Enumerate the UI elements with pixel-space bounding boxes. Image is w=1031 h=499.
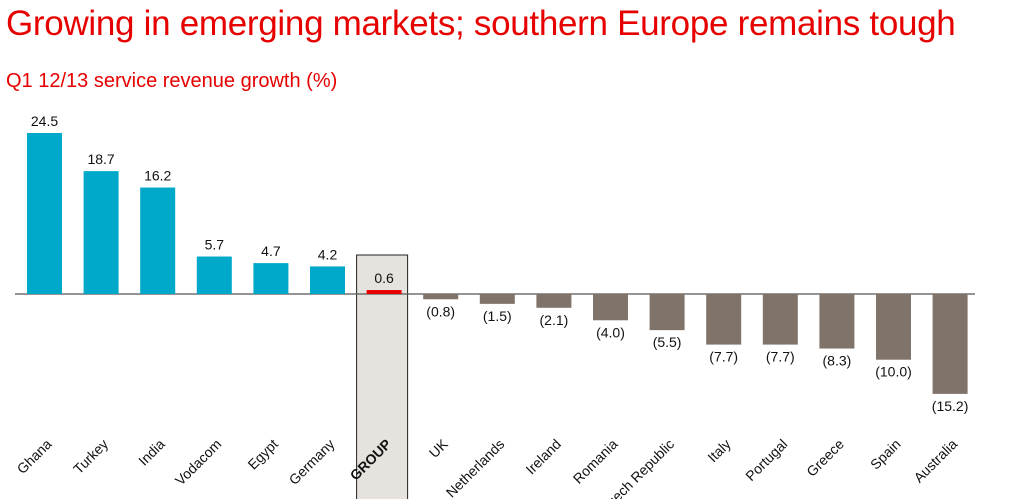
bar-india (140, 187, 176, 294)
value-label-turkey: 18.7 (87, 151, 114, 167)
value-label-spain: (10.0) (875, 364, 912, 380)
value-label-india: 16.2 (144, 168, 171, 184)
category-label-india: India (135, 436, 168, 469)
category-label-turkey: Turkey (70, 436, 111, 477)
category-label-vodacom: Vodacom (172, 436, 225, 489)
bar-australia (932, 294, 968, 394)
value-label-germany: 4.2 (318, 246, 338, 262)
value-label-greece: (8.3) (823, 353, 852, 369)
chart-title: Growing in emerging markets; southern Eu… (6, 4, 956, 43)
bar-portugal (762, 294, 798, 345)
bar-ghana (27, 133, 62, 294)
value-label-netherlands: (1.5) (483, 308, 512, 324)
category-label-uk: UK (426, 435, 452, 461)
value-label-group: 0.6 (374, 270, 394, 286)
value-label-italy: (7.7) (709, 349, 738, 365)
bar-italy (706, 294, 742, 345)
category-label-romania: Romania (570, 436, 621, 487)
bar-ireland (536, 294, 572, 308)
category-label-portugal: Portugal (742, 436, 790, 484)
bar-vodacom (196, 256, 232, 294)
bar-romania (593, 294, 628, 321)
category-label-italy: Italy (704, 436, 733, 465)
group-highlight-box (356, 254, 409, 499)
category-label-ireland: Ireland (522, 436, 564, 478)
value-label-vodacom: 5.7 (205, 237, 225, 253)
chart-subtitle: Q1 12/13 service revenue growth (%) (6, 70, 338, 92)
bar-germany (310, 266, 345, 294)
value-label-czech-republic: (5.5) (653, 334, 682, 350)
value-label-australia: (15.2) (932, 398, 969, 414)
bar-turkey (83, 171, 119, 294)
bar-netherlands (479, 294, 515, 304)
value-label-egypt: 4.7 (261, 243, 281, 259)
bar-group (366, 290, 402, 294)
bar-spain (876, 294, 911, 360)
value-label-ghana: 24.5 (31, 113, 58, 129)
category-label-germany: Germany (286, 436, 338, 488)
category-label-ghana: Ghana (14, 436, 55, 477)
bar-czech-republic (649, 294, 685, 331)
value-label-uk: (0.8) (426, 303, 455, 319)
bar-greece (819, 294, 855, 349)
bar-uk (423, 294, 459, 300)
category-label-spain: Spain (867, 436, 904, 473)
value-label-ireland: (2.1) (540, 312, 569, 328)
value-label-portugal: (7.7) (766, 349, 795, 365)
bar-egypt (253, 263, 289, 294)
category-label-egypt: Egypt (244, 436, 281, 473)
value-label-romania: (4.0) (596, 324, 625, 340)
category-label-greece: Greece (803, 436, 847, 480)
category-label-australia: Australia (910, 436, 960, 486)
category-label-netherlands: Netherlands (443, 436, 508, 499)
